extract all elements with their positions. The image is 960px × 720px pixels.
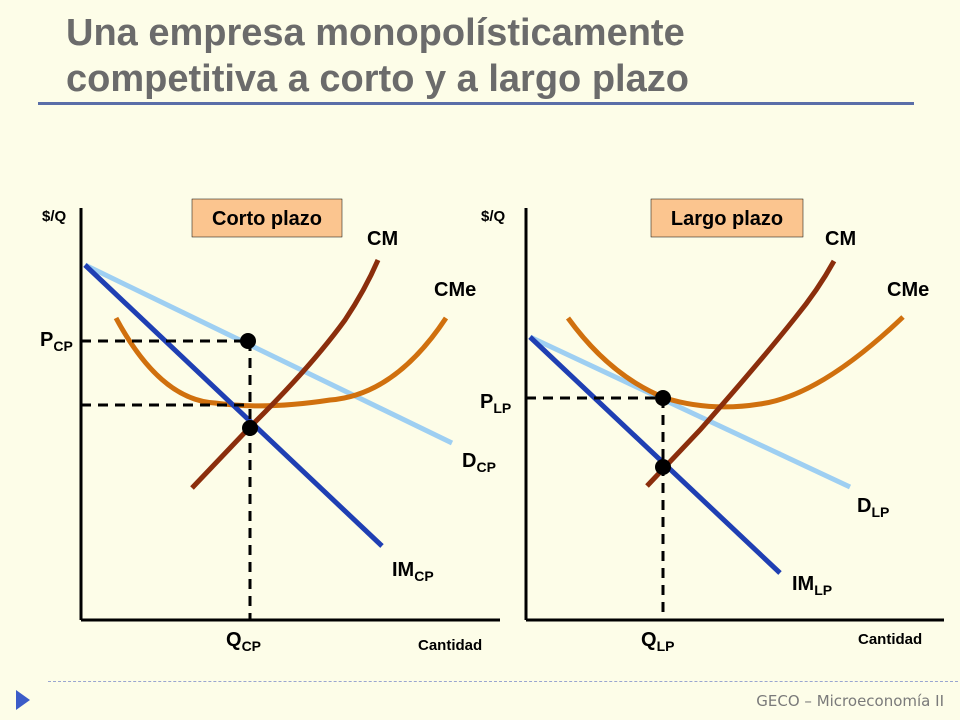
long-run-label-box <box>650 198 804 238</box>
short-run-quantity-label: QCP <box>226 629 261 654</box>
long-run-marginal-cost-curve <box>645 259 837 488</box>
long-run-marginal-revenue-curve <box>528 335 782 575</box>
long-run-cm-label: CM <box>825 228 856 250</box>
long-run-panel: Largo plazo $/Q Cantidad CM CMe PLP DLP … <box>480 198 944 654</box>
short-run-label: Corto plazo <box>212 208 322 230</box>
short-run-label-box <box>191 198 343 238</box>
footer-divider <box>48 681 958 682</box>
short-run-mr-mc-intersection <box>242 420 258 436</box>
title-underline <box>38 102 914 105</box>
long-run-price-label: PLP <box>480 391 511 416</box>
long-run-cme-label: CMe <box>887 279 929 301</box>
short-run-demand-label: DCP <box>462 450 496 475</box>
short-run-demand-curve <box>83 262 454 446</box>
short-run-cme-label: CMe <box>434 279 476 301</box>
slide-title: Una empresa monopolísticamente competiti… <box>66 10 689 102</box>
short-run-marginal-cost-curve <box>190 259 381 490</box>
short-run-panel: Corto plazo $/Q Cantidad CM CMe PCP DCP … <box>40 198 500 654</box>
short-run-price-label: PCP <box>40 329 73 354</box>
short-run-y-axis-label: $/Q <box>42 208 67 225</box>
play-arrow-icon <box>16 690 30 710</box>
long-run-average-cost-curve <box>565 315 905 410</box>
long-run-mr-label: IMLP <box>792 573 832 598</box>
long-run-x-axis-label: Cantidad <box>858 631 922 648</box>
long-run-y-axis-label: $/Q <box>481 208 506 225</box>
short-run-price-point <box>240 333 256 349</box>
short-run-marginal-revenue-curve <box>83 263 384 548</box>
short-run-x-axis-label: Cantidad <box>418 637 482 654</box>
long-run-price-point <box>655 390 671 406</box>
long-run-mr-mc-intersection <box>655 459 671 475</box>
short-run-mr-label: IMCP <box>392 559 434 584</box>
title-line-1: Una empresa monopolísticamente <box>66 12 685 54</box>
footer-course-label: GECO – Microeconomía II <box>756 692 944 710</box>
long-run-quantity-label: QLP <box>641 629 674 654</box>
long-run-label: Largo plazo <box>671 208 783 230</box>
long-run-demand-label: DLP <box>857 495 889 520</box>
title-line-2: competitiva a corto y a largo plazo <box>66 58 689 100</box>
long-run-demand-curve <box>528 334 852 490</box>
short-run-cm-label: CM <box>367 228 398 250</box>
